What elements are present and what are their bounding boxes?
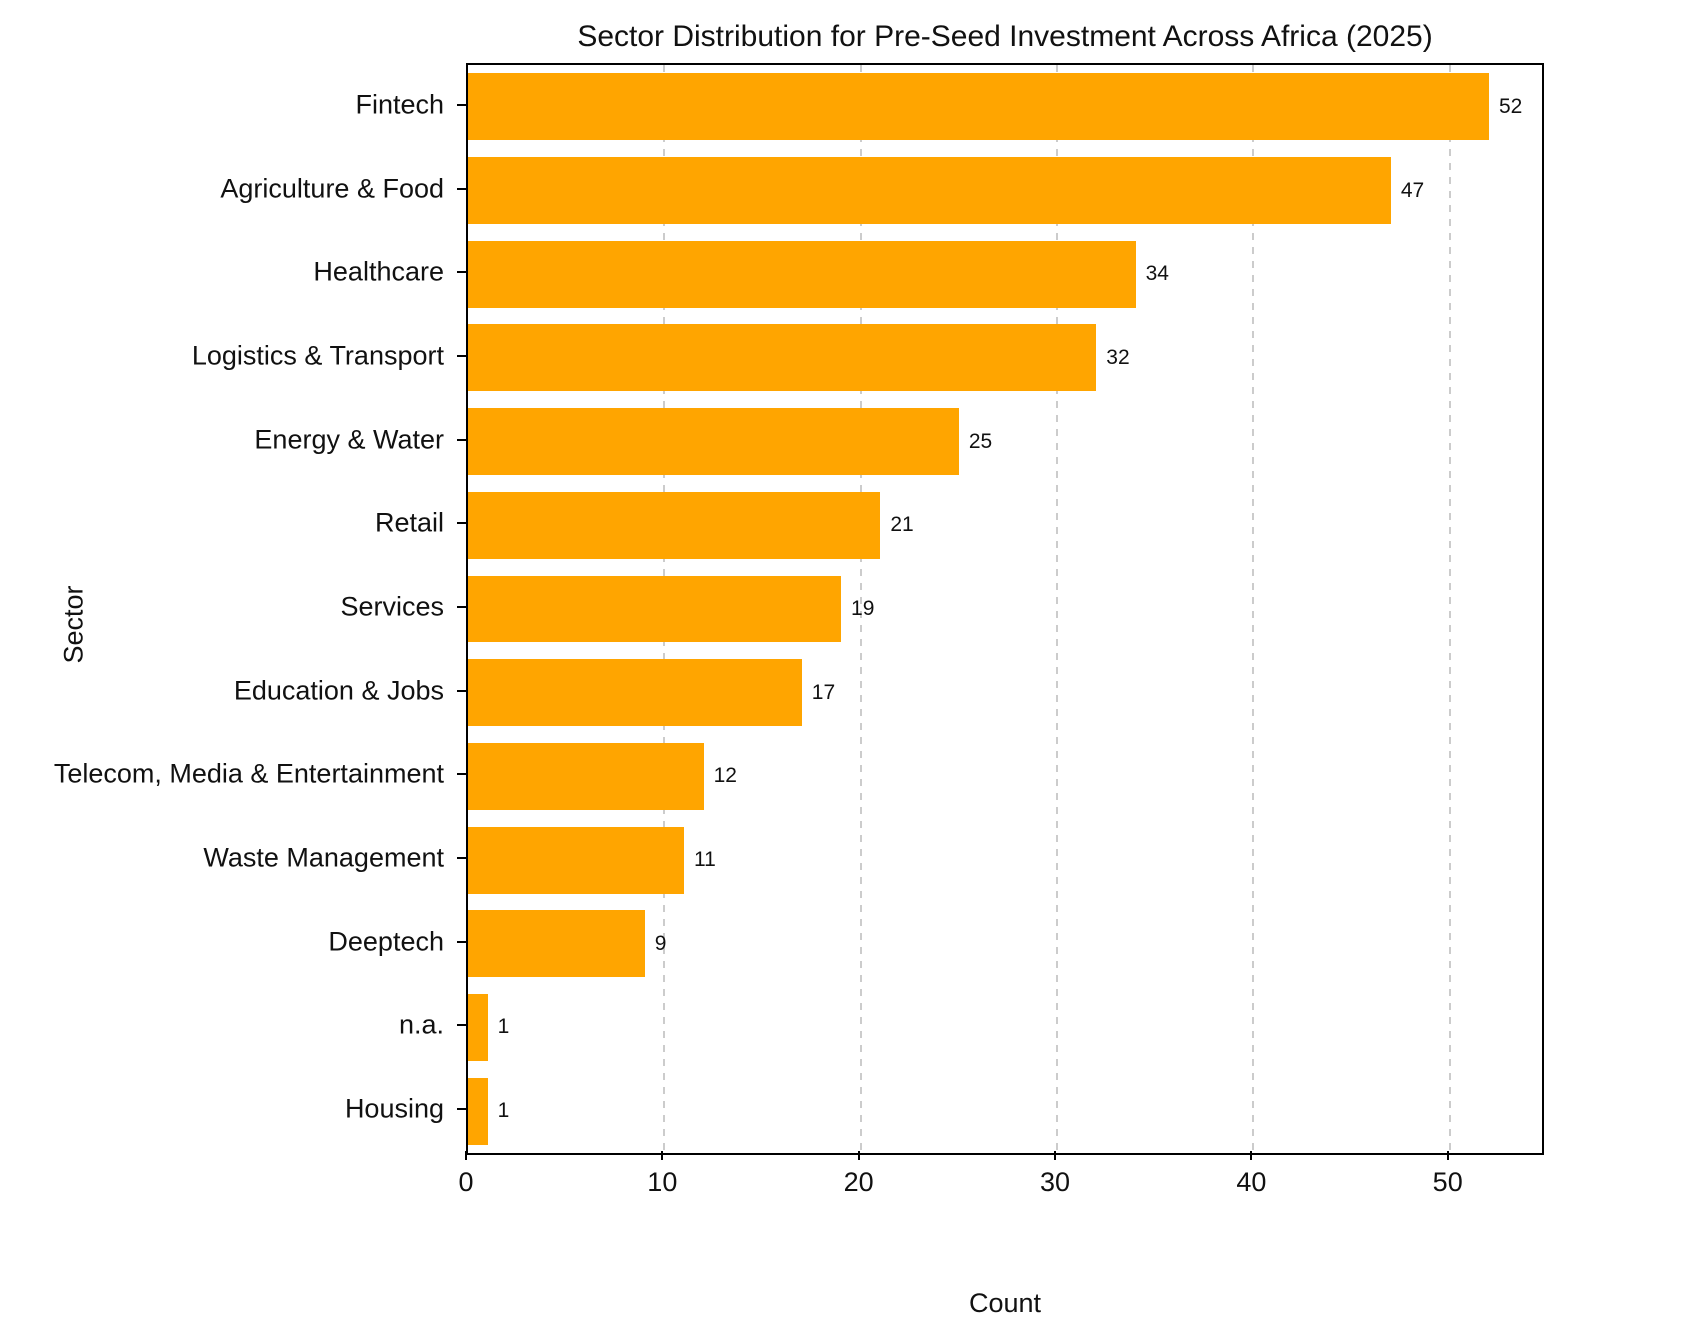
bar-value-label: 52 xyxy=(1498,94,1523,118)
x-tick xyxy=(661,1151,664,1160)
gridline xyxy=(859,65,862,1153)
y-tick xyxy=(457,689,466,692)
y-tick-label: Logistics & Transport xyxy=(191,340,444,371)
x-tick xyxy=(465,1151,467,1160)
bar-value-label: 1 xyxy=(497,1015,510,1039)
y-tick xyxy=(457,271,466,274)
x-tick-label: 10 xyxy=(647,1167,678,1197)
y-tick-label: Waste Management xyxy=(203,842,444,873)
x-tick-label: 20 xyxy=(843,1167,874,1197)
x-tick-label: 50 xyxy=(1432,1167,1463,1197)
chart-bar xyxy=(468,742,704,810)
chart-bar xyxy=(468,1077,488,1145)
x-axis-label: Count xyxy=(968,1288,1042,1318)
bar-value-label: 11 xyxy=(693,848,716,872)
chart-bar xyxy=(468,408,959,476)
y-tick xyxy=(457,940,466,943)
y-tick-label: Education & Jobs xyxy=(233,675,444,706)
y-tick-label: Fintech xyxy=(355,89,444,120)
y-tick-label: Telecom, Media & Entertainment xyxy=(53,758,444,789)
y-tick xyxy=(457,354,466,357)
gridline xyxy=(1252,65,1255,1153)
chart-bar xyxy=(468,575,842,643)
y-axis-label: Sector xyxy=(58,585,89,664)
y-tick xyxy=(457,606,466,608)
x-tick-label: 40 xyxy=(1236,1167,1267,1197)
chart-bar xyxy=(468,240,1136,308)
y-tick-label: Retail xyxy=(374,507,444,538)
chart-bar xyxy=(468,993,488,1061)
bar-value-label: 47 xyxy=(1400,178,1425,202)
chart-bar xyxy=(468,73,1489,141)
y-tick xyxy=(457,103,466,106)
bar-value-label: 34 xyxy=(1145,262,1169,286)
bar-value-label: 12 xyxy=(713,764,737,788)
x-tick-label: 0 xyxy=(458,1167,474,1197)
gridline xyxy=(1448,65,1451,1153)
bar-value-label: 19 xyxy=(851,597,875,620)
chart-bar xyxy=(468,910,645,978)
y-tick-label: Energy & Water xyxy=(254,424,444,455)
bar-value-label: 9 xyxy=(654,931,667,955)
y-tick-label: Healthcare xyxy=(313,256,444,287)
gridline xyxy=(1056,65,1059,1153)
bar-value-label: 32 xyxy=(1106,345,1130,369)
x-tick-label: 30 xyxy=(1039,1167,1071,1197)
y-tick-label: Services xyxy=(340,591,444,622)
chart-bar xyxy=(468,324,1097,392)
bar-value-label: 25 xyxy=(968,429,993,453)
chart-bar xyxy=(468,659,802,727)
x-tick xyxy=(1446,1151,1449,1160)
chart-title: Sector Distribution for Pre-Seed Investm… xyxy=(577,20,1433,53)
chart-bar xyxy=(468,157,1391,224)
y-tick-label: n.a. xyxy=(398,1009,444,1040)
plot-area: 52 47 34 32 25 21 19 17 12 11 9 1 1 xyxy=(466,63,1544,1155)
y-tick-label: Agriculture & Food xyxy=(220,173,444,204)
y-tick-label: Housing xyxy=(344,1093,444,1124)
x-tick xyxy=(857,1151,860,1160)
y-tick xyxy=(457,1024,466,1027)
chart-bar xyxy=(468,826,684,894)
y-tick xyxy=(457,773,466,776)
bar-value-label: 17 xyxy=(811,680,836,704)
y-tick xyxy=(457,438,466,441)
y-tick-label: Deeptech xyxy=(328,926,444,957)
y-tick xyxy=(457,1108,466,1111)
bar-value-label: 21 xyxy=(890,513,914,537)
x-tick xyxy=(1250,1151,1253,1160)
y-tick xyxy=(457,187,466,190)
y-tick xyxy=(457,522,466,525)
bar-value-label: 1 xyxy=(497,1099,510,1123)
chart-bar xyxy=(468,491,881,559)
y-tick xyxy=(457,857,466,860)
x-tick xyxy=(1054,1151,1057,1160)
